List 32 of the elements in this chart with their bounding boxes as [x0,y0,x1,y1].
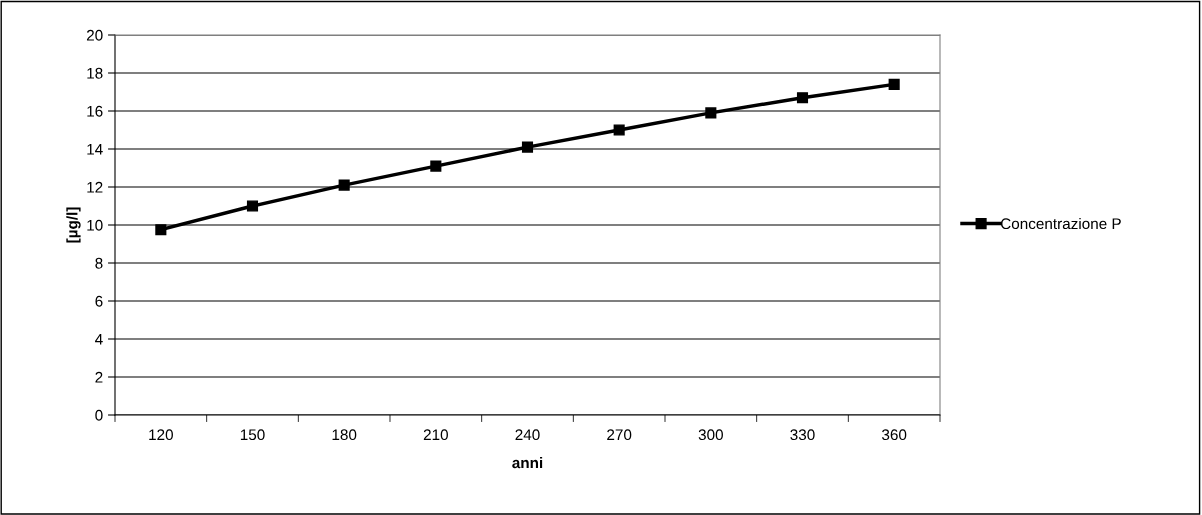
y-tick-label: 0 [95,409,103,421]
y-tick-label: 12 [87,181,103,193]
point [246,200,259,212]
x-tick-label: 150 [240,429,265,441]
y-tick-label: 4 [95,334,103,345]
y-tick-label: 18 [87,67,103,79]
point [888,78,900,90]
x-tick-label: 120 [149,429,173,441]
y-tick-label: 2 [95,371,103,383]
y-tick-label: 10 [87,219,103,231]
x-tick-label: 270 [607,429,632,441]
point [796,92,809,104]
point [705,107,717,119]
y-tick-label: 16 [87,105,103,117]
x-axis-title: anni [512,457,543,469]
x-tick-label: 240 [515,429,540,441]
y-axis-title: [µg/l] [66,207,81,243]
x-tick-label: 210 [423,429,448,441]
point [613,124,625,136]
point [430,160,442,172]
x-tick-label: 360 [882,429,907,441]
x-tick-label: 330 [790,429,815,441]
legend-label: Concentrazione P [1000,217,1121,230]
y-tick-label: 20 [86,29,103,41]
point [155,224,167,236]
point [338,179,350,191]
point [521,141,534,153]
y-tick-label: 8 [95,257,103,269]
x-tick-label: 180 [332,429,357,441]
x-tick-label: 300 [698,429,723,441]
y-tick-label: 14 [87,144,103,155]
y-tick-label: 6 [95,295,103,307]
